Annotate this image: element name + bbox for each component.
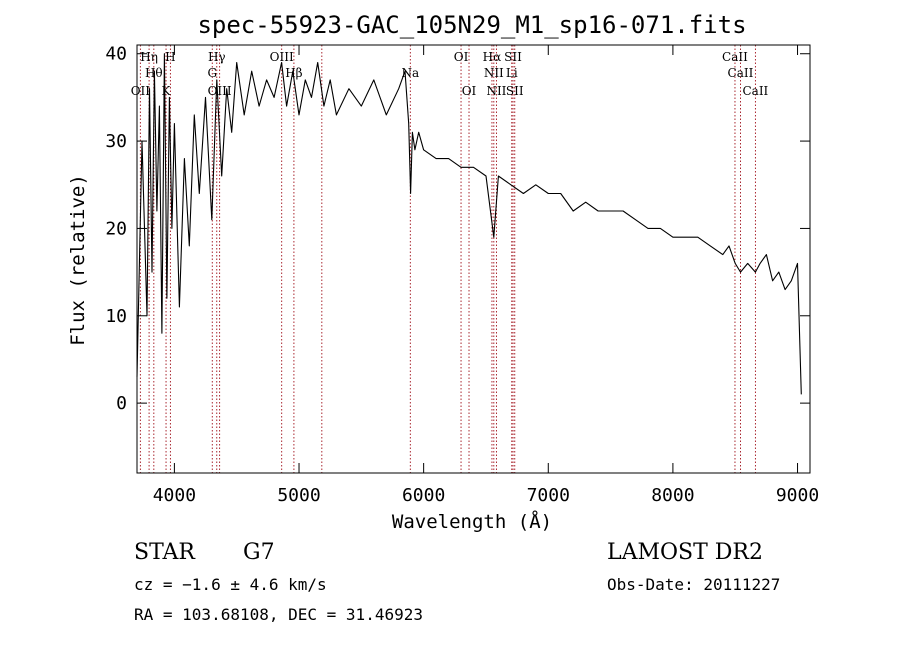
object-subclass: G7 — [243, 540, 275, 565]
line-label: OI — [454, 50, 469, 64]
x-axis-ticks: 4000 5000 6000 7000 8000 9000 — [153, 45, 819, 506]
line-label: Hθ — [145, 66, 163, 80]
x-tick-label: 9000 — [776, 485, 819, 506]
x-tick-label: 4000 — [153, 485, 196, 506]
line-label: Hα — [483, 50, 502, 64]
y-tick-label: 20 — [105, 218, 127, 239]
plot-frame — [136, 44, 811, 474]
line-label: OI — [462, 84, 477, 98]
line-label: CaII — [742, 84, 768, 98]
line-label: Hβ — [285, 66, 302, 80]
observation-date: Obs-Date: 20111227 — [607, 575, 780, 594]
line-label: Li — [506, 66, 518, 80]
x-tick-label: 6000 — [402, 485, 445, 506]
x-tick-label: 5000 — [277, 485, 320, 506]
survey-name: LAMOST DR2 — [607, 540, 763, 565]
line-label: G — [207, 66, 217, 80]
x-tick-label: 7000 — [527, 485, 570, 506]
y-tick-label: 30 — [105, 131, 127, 152]
line-label: H — [165, 50, 175, 64]
ra-dec: RA = 103.68108, DEC = 31.46923 — [134, 605, 423, 624]
line-label: OIII — [208, 84, 232, 98]
line-label: CaII — [728, 66, 754, 80]
y-tick-label: 40 — [105, 44, 127, 65]
line-label: OII — [131, 84, 151, 98]
line-label: NII — [484, 66, 504, 80]
line-label: K — [162, 84, 172, 98]
spectral-line-markers — [139, 45, 756, 473]
object-class: STAR — [134, 540, 196, 565]
line-label: SII — [506, 84, 524, 98]
x-axis-label: Wavelength (Å) — [392, 510, 552, 533]
chart-title: spec-55923-GAC_105N29_M1_sp16-071.fits — [197, 11, 746, 39]
line-label: SII — [504, 50, 522, 64]
line-label: OIII — [270, 50, 294, 64]
x-tick-label: 8000 — [651, 485, 694, 506]
y-axis-ticks: 0 10 20 30 40 — [105, 44, 810, 414]
line-label: Hη — [140, 50, 158, 64]
y-tick-label: 10 — [105, 306, 127, 327]
line-label: Hγ — [208, 50, 226, 64]
line-label: NII — [486, 84, 506, 98]
line-label: CaII — [722, 50, 748, 64]
y-axis-label: Flux (relative) — [67, 174, 89, 346]
redshift-cz: cz = −1.6 ± 4.6 km/s — [134, 575, 327, 594]
spectrum-line — [136, 53, 802, 395]
y-tick-label: 0 — [116, 393, 127, 414]
